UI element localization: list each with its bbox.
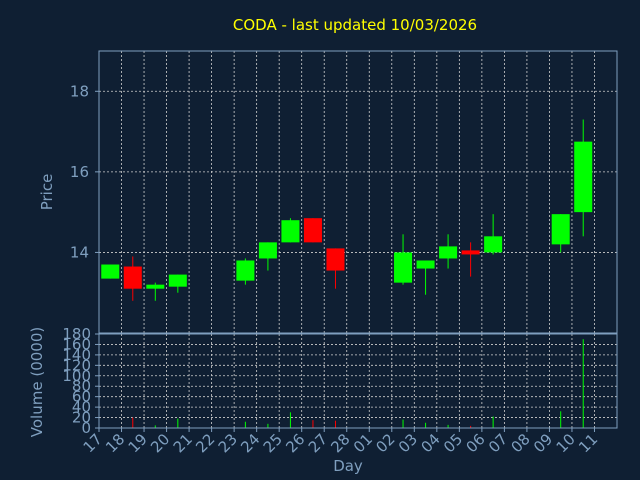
price-y-ticks: 14 16 18 (70, 82, 99, 261)
candles (101, 119, 593, 301)
volume-panel-frame (98, 333, 618, 429)
volume-bars (132, 339, 584, 428)
candle-body (394, 252, 413, 283)
volume-tick-label: 20 (72, 409, 91, 427)
candle-body (236, 260, 255, 281)
volume-tick-label: 40 (72, 398, 91, 416)
volume-tick-label: 100 (62, 367, 91, 385)
volume-grid (99, 334, 617, 428)
price-panel-frame (98, 50, 618, 334)
candle-body (168, 274, 187, 287)
volume-tick-label: 140 (62, 346, 91, 364)
price-tick-label: 16 (70, 163, 89, 181)
candle-body (101, 264, 120, 279)
volume-tick-label: 0 (81, 419, 91, 437)
candle-body (551, 214, 570, 245)
volume-tick-label: 120 (62, 356, 91, 374)
chart-title: CODA - last updated 10/03/2026 (233, 16, 477, 34)
candle-body (484, 236, 503, 253)
candle-body (123, 266, 142, 289)
x-tick-label: 11 (575, 430, 601, 456)
candle-body (258, 242, 277, 259)
candle-body (281, 220, 300, 243)
volume-tick-label: 80 (72, 377, 91, 395)
volume-tick-label: 160 (62, 335, 91, 353)
x-axis-ticks: 1718192021222324252627280102030405060708… (80, 428, 601, 456)
price-grid (99, 51, 617, 333)
volume-tick-label: 180 (62, 325, 91, 343)
candle-body (303, 218, 322, 243)
price-tick-label: 14 (70, 243, 89, 261)
price-tick-label: 18 (70, 82, 89, 100)
volume-axis-label: Volume (0000) (28, 327, 46, 437)
candle-body (461, 250, 480, 255)
candle-body (146, 284, 165, 289)
x-axis-label: Day (333, 457, 363, 475)
volume-tick-label: 60 (72, 388, 91, 406)
candle-body (574, 141, 593, 213)
candle-body (416, 260, 435, 269)
price-axis-label: Price (38, 174, 56, 211)
candle-body (439, 246, 458, 259)
candle-body (326, 248, 345, 271)
